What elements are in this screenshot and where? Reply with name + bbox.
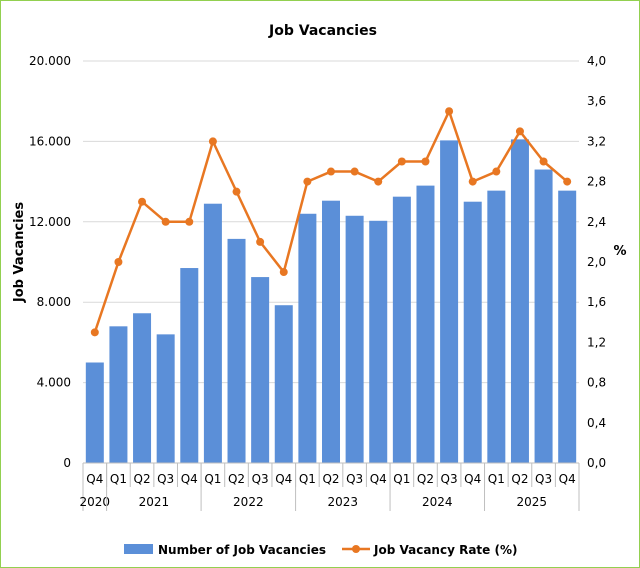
bar	[463, 201, 482, 463]
x-tick-label: Q3	[157, 472, 174, 486]
bar	[487, 190, 506, 463]
y-tick-label: 12.000	[29, 215, 71, 229]
line-point	[161, 217, 170, 226]
bar-series	[85, 139, 577, 464]
y-axis-title: Job Vacancies	[12, 202, 27, 303]
bar	[345, 215, 364, 463]
x-tick-label: Q4	[275, 472, 292, 486]
bar	[534, 169, 553, 464]
year-label: 2021	[139, 495, 170, 509]
bar	[298, 213, 317, 463]
y2-tick-label: 2,4	[587, 215, 606, 229]
y2-tick-label: 3,2	[587, 134, 606, 148]
y-tick-label: 8.000	[37, 295, 71, 309]
legend-label-bars: Number of Job Vacancies	[158, 543, 326, 557]
x-tick-label: Q2	[228, 472, 245, 486]
bar	[156, 334, 175, 463]
line-point	[232, 187, 241, 196]
bar	[510, 139, 529, 463]
bar	[109, 326, 128, 463]
bar	[274, 305, 293, 463]
y2-tick-label: 4,0	[587, 54, 606, 68]
line-point	[515, 127, 524, 136]
line-point	[114, 258, 123, 266]
x-tick-label: Q3	[441, 472, 458, 486]
x-tick-label: Q3	[346, 472, 363, 486]
line-point	[208, 137, 217, 146]
x-tick-label: Q1	[110, 472, 127, 486]
x-tick-label: Q4	[181, 472, 198, 486]
y2-tick-label: 1,2	[587, 335, 606, 349]
x-tick-label: Q4	[464, 472, 481, 486]
y-tick-label: 16.000	[29, 134, 71, 148]
year-label: 2024	[422, 495, 453, 509]
line-point	[90, 328, 99, 337]
year-label: 2020	[80, 495, 111, 509]
x-tick-label: Q1	[488, 472, 505, 486]
line-point	[492, 167, 501, 176]
bar	[85, 362, 104, 463]
line-point	[563, 177, 572, 186]
line-point	[374, 177, 383, 186]
line-point	[327, 167, 335, 176]
bar	[440, 140, 459, 463]
bar	[180, 268, 199, 463]
x-tick-label: Q1	[393, 472, 410, 486]
line-point	[303, 177, 312, 186]
bar	[133, 313, 152, 463]
y2-tick-label: 0,0	[587, 456, 606, 470]
y2-tick-label: 0,8	[587, 376, 606, 390]
line-point	[445, 107, 454, 116]
y-tick-label: 20.000	[29, 54, 71, 68]
line-series	[90, 107, 572, 337]
y-tick-label: 0	[63, 456, 71, 470]
legend-label-line: Job Vacancy Rate (%)	[373, 543, 517, 557]
x-tick-label: Q1	[299, 472, 316, 486]
bar	[369, 220, 388, 463]
bar	[392, 196, 411, 464]
chart-title: Job Vacancies	[268, 23, 377, 39]
legend-marker-line	[352, 545, 360, 553]
legend: Number of Job Vacancies Job Vacancy Rate…	[124, 543, 517, 557]
x-tick-label: Q2	[511, 472, 528, 486]
x-tick-label: Q2	[417, 472, 434, 486]
x-tick-label: Q4	[370, 472, 387, 486]
axes: 0 4.000 8.000 12.000 16.000 20.000 0,0 0,4 0,8 1,…	[29, 54, 606, 511]
line-point	[421, 157, 430, 166]
x-tick-label: Q1	[204, 472, 221, 486]
bar	[203, 203, 222, 463]
bar	[227, 238, 246, 463]
x-tick-label: Q4	[559, 472, 576, 486]
line-point	[350, 167, 359, 176]
x-tick-label: Q3	[252, 472, 269, 486]
line-point	[539, 157, 548, 166]
line-point	[138, 197, 147, 206]
bar	[416, 185, 435, 463]
line-point	[397, 157, 406, 166]
bar	[251, 277, 270, 463]
year-label: 2023	[328, 495, 359, 509]
year-label: 2025	[516, 495, 547, 509]
x-tick-label: Q2	[134, 472, 151, 486]
y2-tick-label: 3,6	[587, 94, 606, 108]
line-point	[279, 268, 288, 277]
x-tick-label: Q2	[322, 472, 339, 486]
y2-axis-title: %	[613, 244, 626, 259]
year-label: 2022	[233, 495, 264, 509]
bar	[558, 190, 577, 463]
line-point	[185, 217, 194, 226]
y2-tick-label: 1,6	[587, 295, 606, 309]
x-tick-label: Q4	[86, 472, 103, 486]
legend-swatch-bars	[124, 544, 153, 554]
y2-tick-label: 2,8	[587, 175, 606, 189]
y-tick-label: 4.000	[37, 376, 71, 390]
bar	[322, 200, 340, 463]
line-point	[256, 237, 265, 246]
y2-tick-label: 0,4	[587, 416, 606, 430]
y2-tick-label: 2,0	[587, 255, 606, 269]
line-point	[468, 177, 477, 186]
x-tick-label: Q3	[535, 472, 552, 486]
